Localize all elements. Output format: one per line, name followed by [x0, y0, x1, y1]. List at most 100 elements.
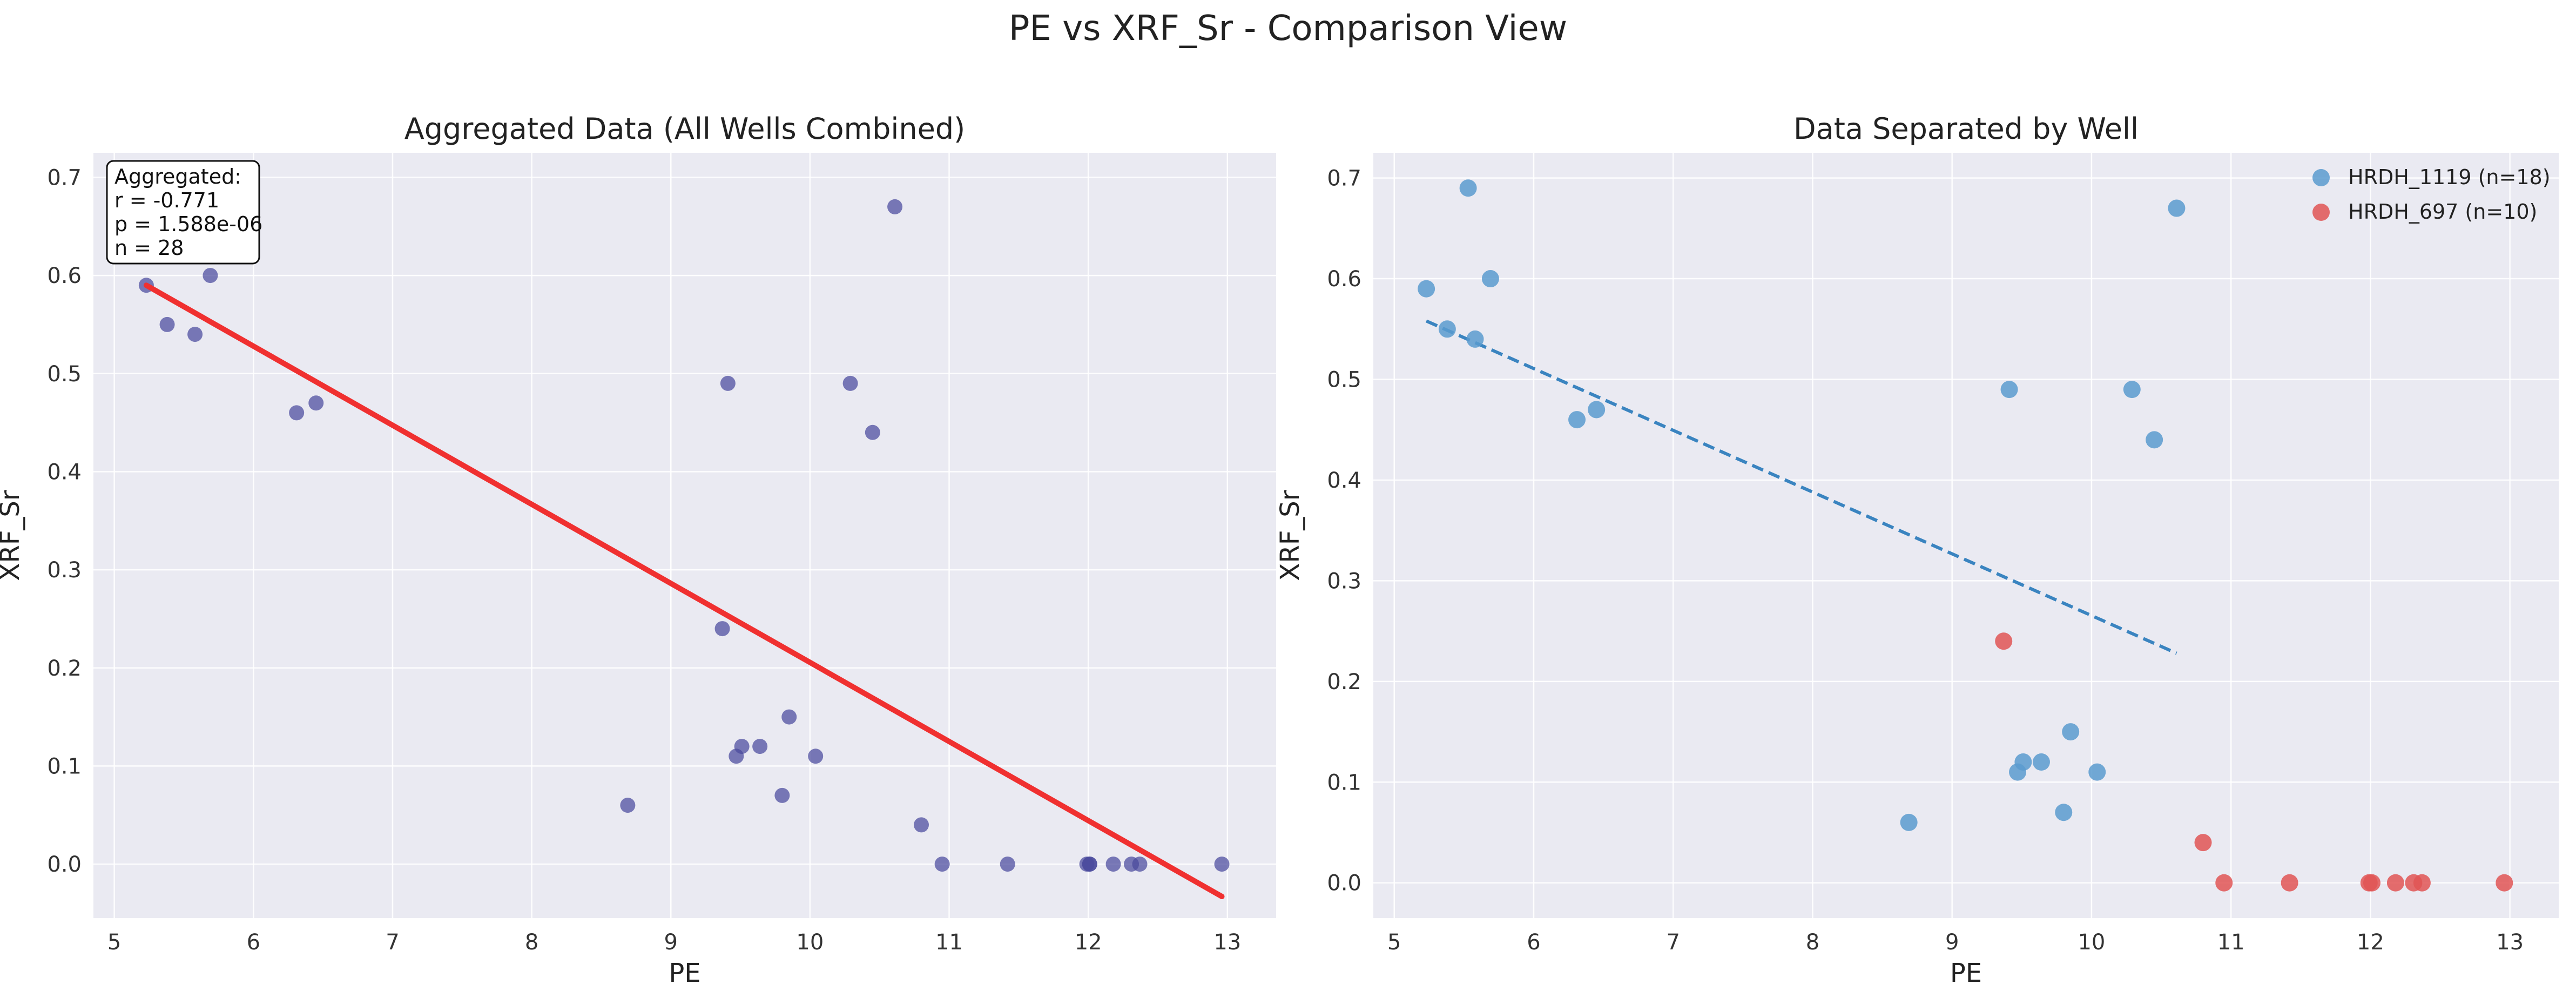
aggregated-point: [1105, 857, 1121, 872]
annotation-line: p = 1.588e-06: [114, 212, 262, 236]
aggregated-plot-area: [93, 153, 1276, 918]
aggregated-point: [289, 405, 305, 421]
aggregated-point: [203, 268, 218, 284]
by-well-y-tick-label: 0.3: [1327, 569, 1361, 594]
aggregated-point: [308, 395, 324, 411]
by-well-point-series-0: [1568, 411, 1586, 429]
aggregated-y-tick-label: 0.5: [47, 362, 82, 387]
aggregated-y-axis-label: XRF_Sr: [0, 490, 25, 581]
by-well-x-axis-label: PE: [1950, 958, 1982, 988]
aggregated-point: [914, 817, 929, 833]
by-well-x-tick-label: 12: [2357, 930, 2384, 955]
aggregated-point: [808, 748, 824, 764]
by-well-point-series-1: [2281, 874, 2298, 892]
by-well-point-series-0: [1438, 320, 1456, 338]
aggregated-point: [934, 857, 950, 872]
by-well-point-series-0: [2000, 381, 2018, 399]
by-well-x-tick-label: 11: [2217, 930, 2245, 955]
by-well-point-series-1: [2413, 874, 2431, 892]
aggregated-point: [865, 424, 880, 440]
by-well-point-series-0: [2168, 199, 2186, 217]
aggregated-y-tick-label: 0.2: [47, 656, 82, 681]
aggregated-point: [774, 787, 790, 803]
aggregated-point: [714, 621, 730, 637]
by-well-y-tick-label: 0.5: [1327, 368, 1361, 393]
by-well-title: Data Separated by Well: [1793, 112, 2139, 146]
aggregated-point: [842, 375, 858, 391]
aggregated-point: [1000, 857, 1015, 872]
aggregated-y-tick-label: 0.6: [47, 264, 82, 288]
aggregated-x-tick-label: 8: [525, 930, 538, 955]
aggregated-point: [887, 199, 903, 214]
legend-label: HRDH_1119 (n=18): [2348, 165, 2551, 189]
annotation-line: r = -0.771: [114, 188, 219, 212]
aggregated-y-tick-label: 0.7: [47, 165, 82, 190]
by-well-point-series-0: [1466, 330, 1484, 348]
aggregated-point: [734, 739, 750, 754]
aggregated-chart: 5 6 7 8 9 10 11 12 13 0.0 0.1 0.2 0.3 0.4 0.5 0.6 0.7 Agg…: [0, 112, 1276, 988]
aggregated-point: [752, 739, 768, 754]
figure-suptitle: PE vs XRF_Sr - Comparison View: [1009, 9, 1567, 49]
by-well-point-series-0: [1481, 270, 1499, 288]
by-well-x-tick-label: 9: [1945, 930, 1959, 955]
by-well-y-tick-label: 0.2: [1327, 670, 1361, 694]
aggregated-point: [1132, 857, 1148, 872]
by-well-chart: 5 6 7 8 9 10 11 12 13 0.0 0.1 0.2 0.3 0.4 0.5 0.6 0.7 Dat…: [1275, 112, 2559, 988]
aggregated-x-tick-label: 6: [247, 930, 260, 955]
by-well-point-series-0: [2055, 804, 2073, 821]
legend-marker: [2312, 204, 2330, 221]
aggregated-point: [781, 709, 797, 725]
aggregated-point: [187, 327, 203, 342]
by-well-point-series-0: [2014, 753, 2032, 771]
by-well-x-tick-label: 8: [1806, 930, 1819, 955]
annotation-line: Aggregated:: [114, 165, 241, 188]
aggregated-x-tick-label: 10: [796, 930, 824, 955]
by-well-point-series-0: [2088, 763, 2106, 781]
annotation-box: [106, 160, 260, 265]
by-well-point-series-1: [2194, 834, 2212, 852]
aggregated-y-tick-label: 0.4: [47, 460, 82, 484]
by-well-x-tick-label: 5: [1387, 930, 1401, 955]
aggregated-x-tick-label: 9: [664, 930, 678, 955]
by-well-point-series-1: [2386, 874, 2404, 892]
legend-marker: [2312, 169, 2330, 186]
by-well-x-tick-label: 6: [1527, 930, 1540, 955]
legend-label: HRDH_697 (n=10): [2348, 200, 2537, 224]
by-well-point-series-1: [2496, 874, 2513, 892]
aggregated-y-tick-label: 0.0: [47, 852, 82, 877]
aggregated-point: [720, 375, 736, 391]
by-well-y-tick-label: 0.6: [1327, 267, 1361, 292]
by-well-point-series-0: [2146, 431, 2163, 449]
by-well-plot-area: [1373, 153, 2559, 918]
by-well-y-axis-label: XRF_Sr: [1275, 490, 1305, 581]
aggregated-point: [620, 798, 636, 813]
by-well-point-series-0: [2032, 753, 2050, 771]
aggregated-y-tick-label: 0.3: [47, 558, 82, 583]
by-well-point-series-0: [2123, 381, 2141, 399]
annotation-line: n = 28: [114, 236, 184, 260]
by-well-point-series-0: [1418, 280, 1435, 298]
aggregated-x-tick-label: 13: [1213, 930, 1241, 955]
by-well-y-tick-label: 0.4: [1327, 468, 1361, 493]
by-well-point-series-0: [1588, 401, 1606, 419]
aggregated-x-axis-label: PE: [669, 958, 700, 988]
by-well-point-series-1: [2215, 874, 2233, 892]
by-well-point-series-0: [2062, 723, 2080, 741]
aggregated-point: [1214, 857, 1230, 872]
by-well-y-tick-label: 0.1: [1327, 770, 1361, 795]
aggregated-title: Aggregated Data (All Wells Combined): [404, 112, 965, 146]
by-well-fit-line: [1425, 319, 2177, 655]
aggregated-x-tick-label: 7: [386, 930, 399, 955]
aggregated-fit-line: [143, 282, 1225, 900]
by-well-point-series-0: [1459, 179, 1477, 197]
aggregated-y-tick-label: 0.1: [47, 754, 82, 779]
aggregated-x-tick-label: 11: [935, 930, 963, 955]
by-well-point-series-1: [1995, 632, 2013, 650]
by-well-point-series-1: [2363, 874, 2381, 892]
by-well-x-tick-label: 7: [1666, 930, 1680, 955]
by-well-x-tick-label: 10: [2078, 930, 2105, 955]
aggregated-x-tick-label: 12: [1075, 930, 1102, 955]
aggregated-point: [159, 316, 175, 332]
aggregated-x-tick-label: 5: [107, 930, 121, 955]
